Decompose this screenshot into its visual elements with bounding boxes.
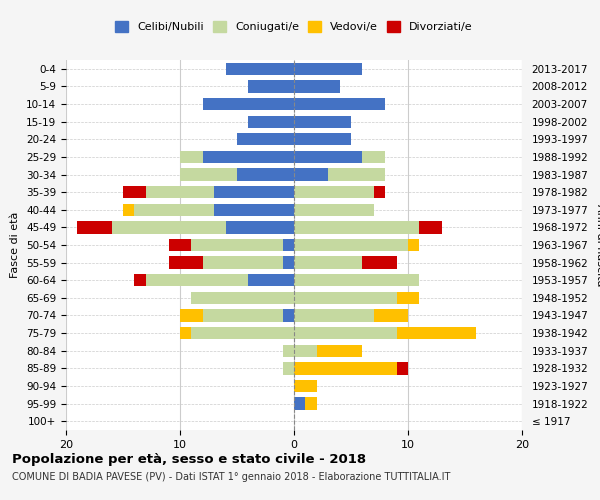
Bar	[294, 186, 374, 198]
Bar	[146, 186, 214, 198]
Bar	[134, 274, 146, 286]
Bar	[283, 239, 294, 251]
Bar	[191, 239, 283, 251]
Bar	[397, 327, 476, 340]
Bar	[169, 239, 191, 251]
Bar	[397, 362, 408, 374]
Bar	[362, 150, 385, 163]
Bar	[294, 398, 305, 409]
Bar	[294, 133, 351, 145]
Bar	[283, 256, 294, 269]
Bar	[180, 168, 237, 180]
Bar	[203, 98, 294, 110]
Bar	[294, 239, 408, 251]
Bar	[112, 221, 226, 234]
Bar	[294, 221, 419, 234]
Bar	[283, 344, 294, 357]
Bar	[408, 239, 419, 251]
Bar	[294, 380, 317, 392]
Legend: Celibi/Nubili, Coniugati/e, Vedovi/e, Divorziati/e: Celibi/Nubili, Coniugati/e, Vedovi/e, Di…	[112, 18, 476, 36]
Bar	[237, 133, 294, 145]
Bar	[214, 204, 294, 216]
Bar	[374, 310, 408, 322]
Y-axis label: Anni di nascita: Anni di nascita	[595, 204, 600, 286]
Bar	[294, 116, 351, 128]
Bar	[146, 274, 248, 286]
Bar	[191, 327, 294, 340]
Bar	[214, 186, 294, 198]
Bar	[180, 310, 203, 322]
Bar	[294, 62, 362, 75]
Bar	[248, 116, 294, 128]
Y-axis label: Fasce di età: Fasce di età	[10, 212, 20, 278]
Bar	[248, 80, 294, 92]
Bar	[294, 80, 340, 92]
Bar	[203, 256, 283, 269]
Bar	[294, 150, 362, 163]
Bar	[77, 221, 112, 234]
Text: COMUNE DI BADIA PAVESE (PV) - Dati ISTAT 1° gennaio 2018 - Elaborazione TUTTITAL: COMUNE DI BADIA PAVESE (PV) - Dati ISTAT…	[12, 472, 451, 482]
Bar	[180, 327, 191, 340]
Text: Popolazione per età, sesso e stato civile - 2018: Popolazione per età, sesso e stato civil…	[12, 452, 366, 466]
Bar	[397, 292, 419, 304]
Bar	[237, 168, 294, 180]
Bar	[294, 168, 328, 180]
Bar	[362, 256, 397, 269]
Bar	[294, 256, 362, 269]
Bar	[226, 221, 294, 234]
Bar	[294, 274, 419, 286]
Bar	[305, 398, 317, 409]
Bar	[123, 204, 134, 216]
Bar	[294, 204, 374, 216]
Bar	[191, 292, 294, 304]
Bar	[328, 168, 385, 180]
Bar	[248, 274, 294, 286]
Bar	[283, 362, 294, 374]
Bar	[226, 62, 294, 75]
Bar	[419, 221, 442, 234]
Bar	[169, 256, 203, 269]
Bar	[180, 150, 203, 163]
Bar	[123, 186, 146, 198]
Bar	[294, 310, 374, 322]
Bar	[317, 344, 362, 357]
Bar	[283, 310, 294, 322]
Bar	[374, 186, 385, 198]
Bar	[294, 292, 397, 304]
Bar	[294, 98, 385, 110]
Bar	[294, 362, 397, 374]
Bar	[294, 344, 317, 357]
Bar	[203, 310, 283, 322]
Bar	[203, 150, 294, 163]
Bar	[134, 204, 214, 216]
Bar	[294, 327, 397, 340]
